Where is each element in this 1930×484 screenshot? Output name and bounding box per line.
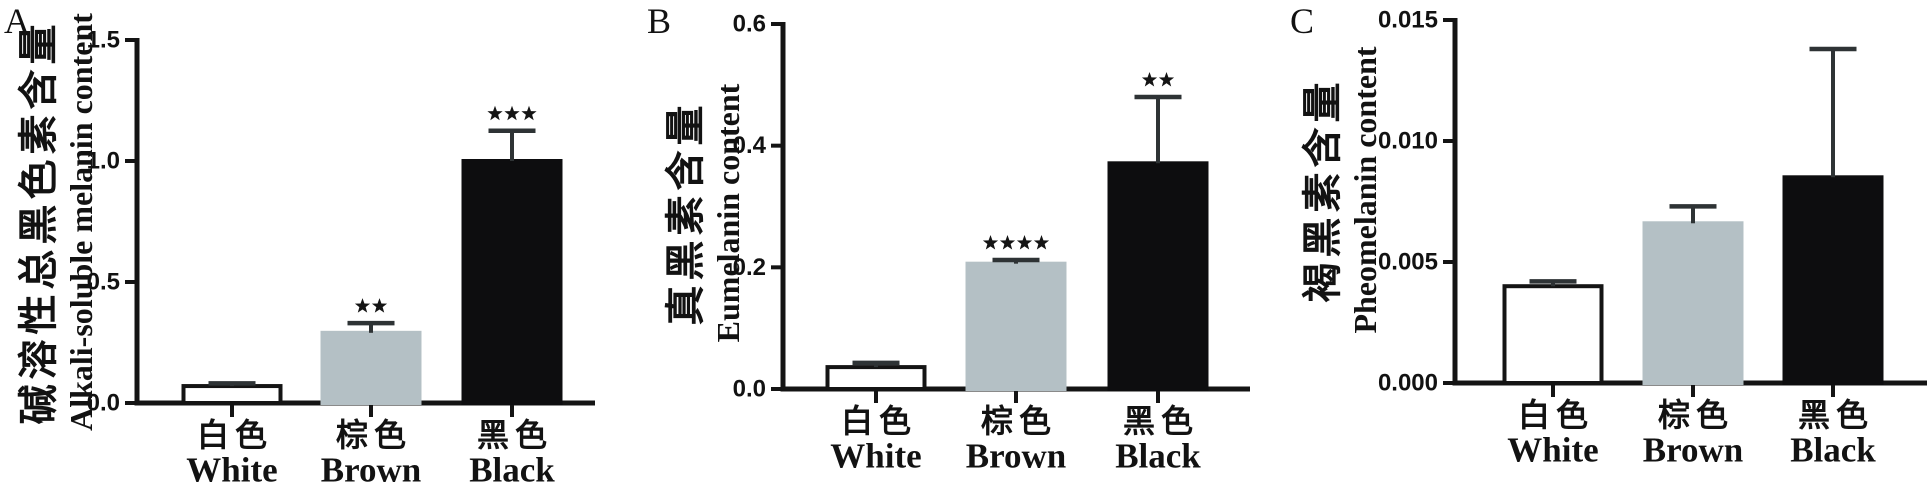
x-category-label-chinese: 黑色 (477, 417, 553, 453)
x-category-label-english: Black (1115, 437, 1201, 476)
bar-white (1502, 284, 1604, 386)
significance-star (487, 105, 503, 121)
y-tick-label: 0.010 (1378, 128, 1438, 155)
x-category-label-chinese: 棕色 (336, 417, 412, 453)
y-tick-label: 0.5 (87, 269, 120, 296)
y-tick-label: 0.6 (733, 11, 766, 38)
bar-brown (320, 330, 422, 406)
panel-b: B 真黑素含量 Eumelanin content 0.0 0.2 0.4 0.6 白色… (643, 0, 1286, 484)
significance-star (1016, 235, 1033, 250)
y-tick-label: 0.2 (733, 254, 766, 281)
x-category-label-chinese: 白色 (841, 403, 917, 439)
x-category-label-english: Black (1790, 431, 1876, 470)
panel-c-letter: C (1290, 1, 1315, 41)
x-category-label-english: Black (469, 451, 555, 484)
bar-brown (1642, 221, 1744, 385)
x-category-label-chinese: 棕色 (981, 403, 1057, 439)
significance-star (1141, 72, 1158, 87)
panel-c: C 褐黑素含量 Pheomelanin content 0.000 0.005 0.… (1286, 0, 1930, 484)
bar-white (181, 384, 283, 405)
y-tick-label: 0.015 (1378, 7, 1438, 34)
significance-star (1033, 235, 1050, 250)
panel-a-letter: A (4, 1, 30, 41)
x-category-label-chinese: 白色 (1518, 397, 1594, 433)
x-category-label-chinese: 黑色 (1123, 403, 1199, 439)
x-category-label-chinese: 黑色 (1798, 397, 1874, 433)
significance-star (504, 105, 520, 121)
y-tick-label: 0.0 (733, 376, 766, 403)
x-category-label-english: White (186, 451, 277, 484)
panel-a: A 碱溶性总黑色素含量 Alkali-soluble melanin conte… (0, 0, 643, 484)
significance-star (982, 235, 999, 250)
significance-star (521, 105, 537, 121)
x-category-label-chinese: 棕色 (1658, 397, 1734, 433)
y-tick-label: 1.0 (87, 148, 120, 175)
x-category-label-english: Brown (1643, 431, 1744, 470)
y-tick-label: 0.005 (1378, 249, 1438, 276)
x-category-label-english: Brown (321, 451, 422, 484)
bar-brown (965, 261, 1067, 391)
x-category-label-english: White (830, 437, 921, 476)
bar-white (825, 365, 927, 392)
bar-black (1107, 161, 1209, 391)
panel-b-letter: B (647, 1, 672, 41)
x-category-label-chinese: 白色 (197, 417, 273, 453)
significance-star (354, 298, 371, 313)
significance-star (371, 298, 388, 313)
bar-black (461, 159, 563, 405)
y-tick-label: 0.4 (733, 132, 767, 159)
bar-black (1782, 175, 1884, 385)
significance-star (999, 235, 1016, 250)
y-tick-label: 0.000 (1378, 370, 1438, 397)
x-category-label-english: White (1507, 431, 1598, 470)
significance-star (1158, 72, 1175, 87)
y-tick-label: 0.0 (87, 390, 120, 417)
x-category-label-english: Brown (966, 437, 1067, 476)
y-tick-label: 1.5 (87, 27, 120, 54)
